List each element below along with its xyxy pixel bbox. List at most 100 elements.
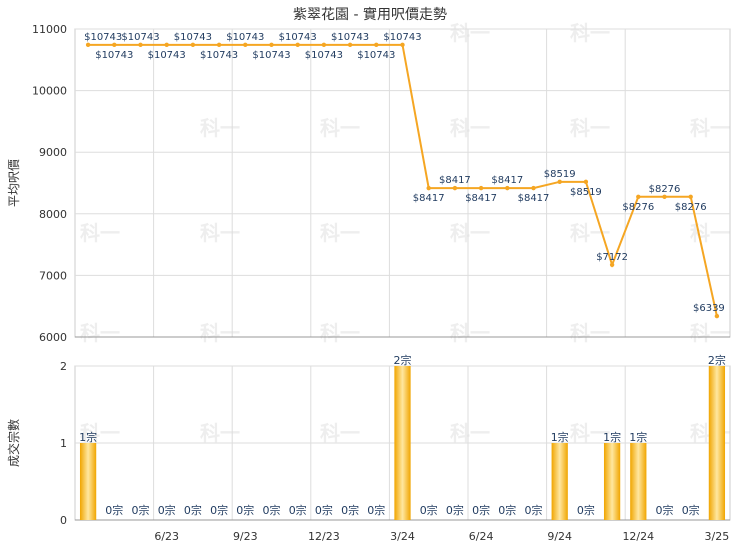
volume-bar bbox=[603, 443, 621, 520]
volume-bar bbox=[630, 443, 647, 520]
price-point-label: $8417 bbox=[439, 175, 471, 186]
watermark-6: 科一 bbox=[200, 221, 240, 245]
x-tick-label: 6/23 bbox=[154, 530, 179, 543]
volume-bar-label: 0宗 bbox=[289, 503, 307, 517]
line-y-tick-label: 7000 bbox=[39, 269, 67, 282]
volume-bar bbox=[708, 366, 726, 520]
price-point bbox=[138, 42, 143, 48]
line-panel-frame bbox=[74, 28, 731, 338]
volume-bar-label: 0宗 bbox=[210, 503, 228, 517]
watermark-24: 科一 bbox=[570, 21, 610, 45]
bar-y-tick-label: 1 bbox=[60, 437, 67, 450]
price-point-label: $6339 bbox=[693, 303, 725, 314]
volume-bar-label: 0宗 bbox=[184, 503, 202, 517]
watermark-0: 科一 bbox=[200, 116, 240, 140]
price-point bbox=[688, 194, 693, 199]
watermark-16: 科一 bbox=[690, 321, 730, 345]
line-y-axis-title: 平均呎價 bbox=[7, 159, 21, 207]
price-point bbox=[452, 185, 458, 191]
watermark-21: 科一 bbox=[570, 421, 610, 445]
watermark-19: 科一 bbox=[320, 421, 360, 445]
price-point-label: $8276 bbox=[622, 202, 654, 213]
price-point-label: $8519 bbox=[544, 169, 576, 180]
price-point bbox=[269, 42, 274, 48]
x-tick-label: 12/24 bbox=[622, 530, 654, 543]
price-point bbox=[714, 313, 720, 319]
price-point bbox=[636, 194, 641, 199]
price-point-label: $8276 bbox=[649, 184, 681, 195]
price-point-label: $8276 bbox=[675, 202, 707, 213]
watermark-23: 科一 bbox=[450, 21, 490, 45]
volume-bar-label: 0宗 bbox=[263, 503, 281, 517]
watermark-17: 科一 bbox=[80, 421, 120, 445]
volume-bar-label: 2宗 bbox=[708, 353, 726, 367]
watermark-12: 科一 bbox=[200, 321, 240, 345]
volume-bar-label: 0宗 bbox=[236, 503, 254, 517]
watermark-2: 科一 bbox=[450, 116, 490, 140]
price-point bbox=[609, 262, 615, 268]
watermark-13: 科一 bbox=[320, 321, 360, 345]
price-point bbox=[347, 42, 353, 48]
price-point-label: $10743 bbox=[174, 32, 212, 43]
volume-bar-label: 0宗 bbox=[656, 503, 674, 517]
price-point bbox=[505, 185, 510, 191]
price-point bbox=[243, 42, 248, 48]
x-tick-label: 12/23 bbox=[308, 530, 340, 543]
volume-bar-label: 0宗 bbox=[446, 503, 464, 517]
price-point bbox=[374, 42, 379, 48]
volume-bar-label: 0宗 bbox=[525, 503, 543, 517]
x-tick-label: 3/25 bbox=[705, 530, 730, 543]
watermark-18: 科一 bbox=[200, 421, 240, 445]
watermark-8: 科一 bbox=[450, 221, 490, 245]
price-point bbox=[557, 179, 562, 185]
watermark-9: 科一 bbox=[570, 221, 610, 245]
volume-bar-label: 0宗 bbox=[498, 503, 516, 517]
price-point bbox=[531, 185, 536, 191]
watermark-3: 科一 bbox=[570, 116, 610, 140]
price-point bbox=[662, 194, 667, 199]
volume-bar-label: 0宗 bbox=[682, 503, 700, 517]
volume-bar-label: 0宗 bbox=[367, 503, 385, 517]
watermark-14: 科一 bbox=[450, 321, 490, 345]
price-point-label: $8417 bbox=[518, 193, 550, 204]
chart-title: 紫翠花園 - 實用呎價走勢 bbox=[293, 7, 447, 23]
price-point-label: $10743 bbox=[226, 32, 264, 43]
volume-bar-label: 1宗 bbox=[629, 430, 647, 444]
volume-bar bbox=[394, 366, 411, 520]
watermark-4: 科一 bbox=[690, 116, 730, 140]
x-tick-label: 9/24 bbox=[547, 530, 572, 543]
price-point-label: $10743 bbox=[383, 32, 421, 43]
volume-bar bbox=[79, 443, 97, 520]
price-point bbox=[190, 42, 196, 48]
volume-bar-label: 0宗 bbox=[132, 503, 150, 517]
price-point bbox=[216, 42, 222, 48]
price-point bbox=[400, 42, 405, 48]
line-y-tick-label: 8000 bbox=[39, 208, 67, 221]
line-y-tick-label: 6000 bbox=[39, 331, 67, 344]
watermark-20: 科一 bbox=[450, 421, 490, 445]
price-point-label: $10743 bbox=[121, 32, 159, 43]
volume-bar-label: 0宗 bbox=[420, 503, 438, 517]
price-point-label: $10743 bbox=[331, 32, 369, 43]
price-point-label: $7172 bbox=[596, 252, 628, 263]
watermark-5: 科一 bbox=[80, 221, 120, 245]
volume-bar bbox=[551, 443, 568, 520]
volume-bar-label: 0宗 bbox=[577, 503, 595, 517]
price-point bbox=[112, 42, 117, 48]
volume-bar-label: 0宗 bbox=[105, 503, 123, 517]
watermark-15: 科一 bbox=[570, 321, 610, 345]
volume-bar-label: 0宗 bbox=[158, 503, 176, 517]
volume-bar-label: 2宗 bbox=[394, 353, 412, 367]
price-point bbox=[426, 185, 431, 191]
price-point bbox=[85, 42, 91, 48]
bar-y-tick-label: 2 bbox=[60, 360, 67, 373]
volume-bar-label: 0宗 bbox=[341, 503, 359, 517]
x-tick-label: 9/23 bbox=[233, 530, 258, 543]
price-point-label: $10743 bbox=[305, 50, 343, 61]
price-point bbox=[321, 42, 327, 48]
watermark-7: 科一 bbox=[320, 221, 360, 245]
price-point-label: $10743 bbox=[279, 32, 317, 43]
price-point-label: $10743 bbox=[357, 50, 395, 61]
line-y-tick-label: 11000 bbox=[32, 23, 67, 36]
